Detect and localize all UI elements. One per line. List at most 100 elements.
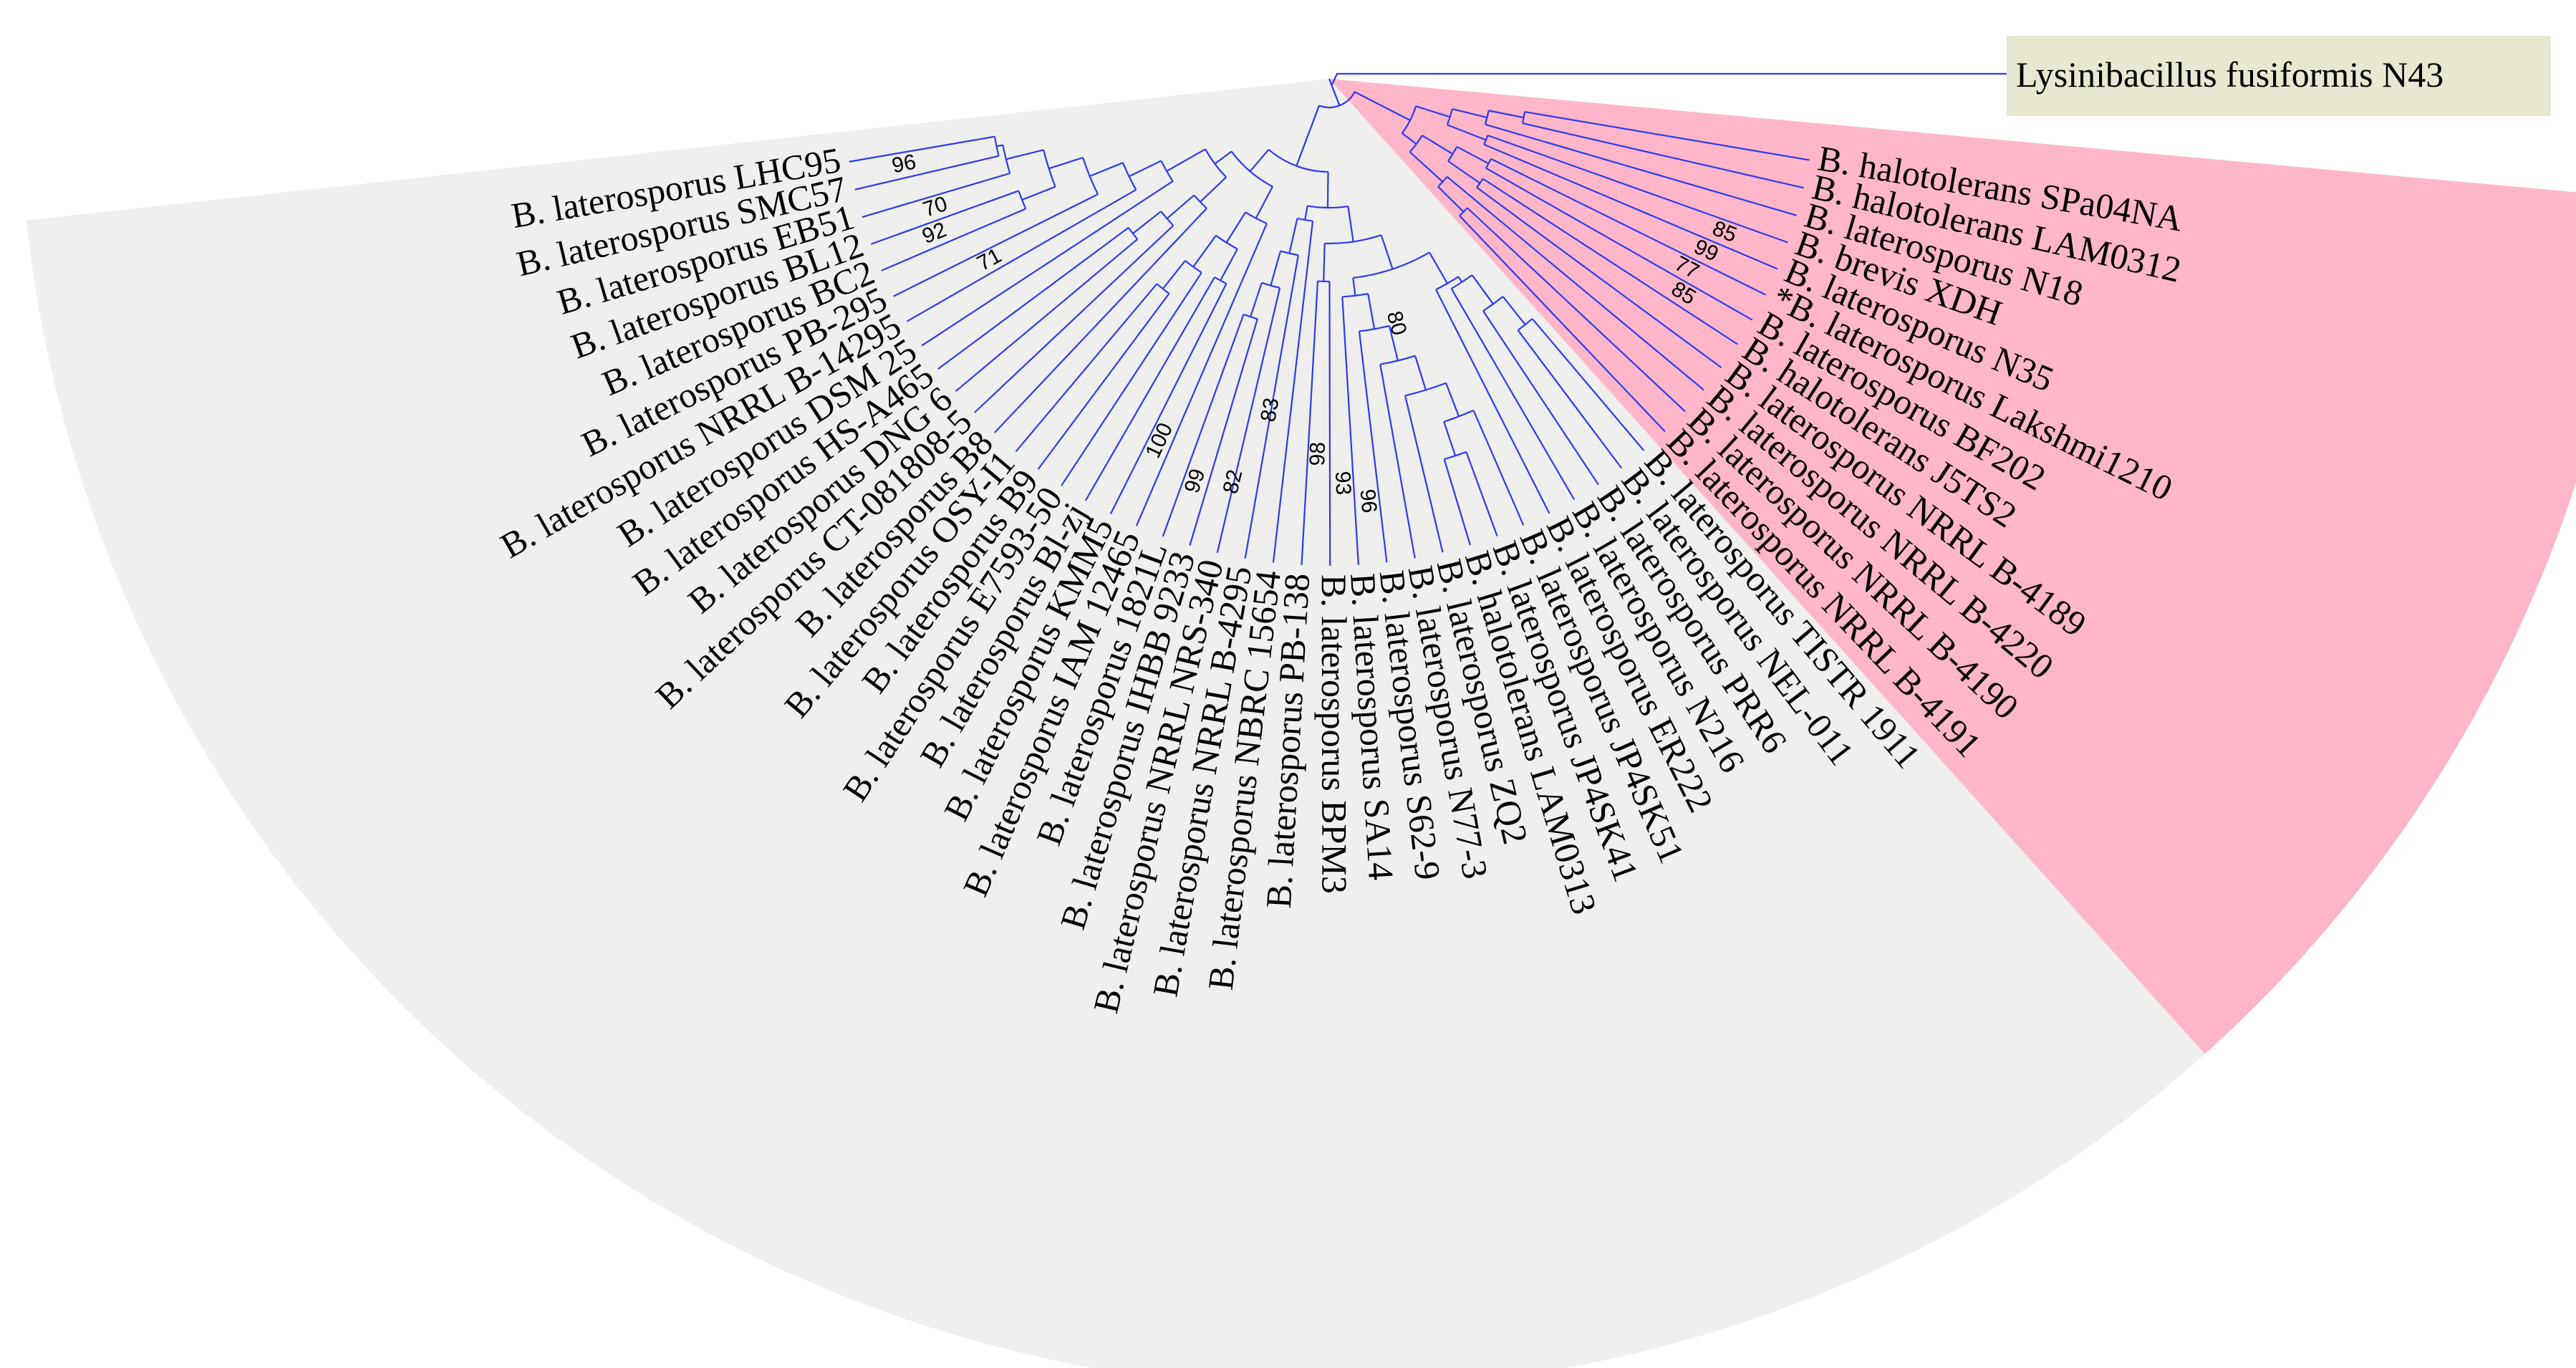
branch-segment <box>1352 277 1356 296</box>
branch-segment <box>937 227 1129 370</box>
outgroup-highlight <box>2007 36 2551 116</box>
branch-segment <box>1272 221 1314 563</box>
root-stem <box>1328 78 1341 106</box>
branch-segment <box>1109 283 1227 515</box>
branch-segment <box>1015 283 1158 453</box>
branch-arc <box>1476 178 1484 188</box>
branch-arc <box>1521 112 1526 124</box>
branch-segment <box>1192 235 1217 268</box>
branch-segment <box>1452 108 1487 119</box>
branch-segment <box>1061 272 1202 486</box>
branch-arc <box>1359 324 1390 332</box>
branch-segment <box>1288 218 1298 254</box>
tree-branches <box>849 78 1810 567</box>
branch-arc <box>1297 217 1313 222</box>
branch-arc <box>1401 105 1417 134</box>
branch-segment <box>1443 458 1471 546</box>
bootstrap-value: 82 <box>1219 468 1248 496</box>
branch-segment <box>1347 206 1354 242</box>
branch-segment <box>1465 451 1498 536</box>
outgroup-group: Lysinibacillus fusiformis N43 <box>1331 36 2551 116</box>
branch-segment <box>1409 151 1444 183</box>
branch-segment <box>1445 382 1460 417</box>
branch-segment <box>1225 211 1247 244</box>
branch-segment <box>1189 319 1258 546</box>
branch-segment <box>849 135 995 163</box>
branch-segment <box>1341 297 1359 565</box>
branch-segment <box>1166 148 1206 172</box>
branch-segment <box>1296 105 1320 167</box>
branch-arc <box>1193 194 1207 209</box>
branch-arc <box>1435 276 1460 291</box>
branch-arc <box>1043 150 1056 188</box>
branch-segment <box>1524 111 1810 161</box>
branch-arc <box>1002 145 1011 174</box>
branch-segment <box>1388 325 1399 361</box>
branch-segment <box>1472 410 1525 526</box>
branch-segment <box>1476 186 1722 369</box>
branch-segment <box>1531 318 1645 451</box>
branch-segment <box>1422 135 1454 155</box>
branch-segment <box>1443 421 1457 456</box>
branch-segment <box>1485 167 1753 321</box>
branch-segment <box>1005 149 1044 160</box>
branch-segment <box>1214 150 1232 165</box>
bootstrap-value: 93 <box>1331 471 1355 495</box>
branch-arc <box>1517 318 1533 331</box>
branch-segment <box>1482 178 1738 345</box>
branch-segment <box>1084 276 1215 501</box>
branch-arc <box>1230 150 1273 188</box>
branch-segment <box>1089 162 1124 178</box>
branch-segment <box>1216 287 1281 554</box>
branch-arc <box>1446 108 1453 125</box>
branch-arc <box>1160 211 1174 226</box>
branch-arc <box>1082 157 1099 195</box>
branch-arc <box>1342 293 1369 298</box>
branch-arc <box>1160 160 1174 182</box>
branch-segment <box>1447 124 1487 141</box>
branch-arc <box>1324 234 1382 245</box>
branch-segment <box>1487 134 1788 244</box>
branch-arc <box>1318 91 1356 109</box>
branch-segment <box>870 190 1019 245</box>
clade-sectors <box>26 79 2576 1368</box>
branch-segment <box>996 144 1003 148</box>
branch-segment <box>1402 133 1417 145</box>
branch-segment <box>955 239 1139 392</box>
branch-segment <box>1380 234 1394 269</box>
branch-arc <box>1409 135 1423 153</box>
leaf-label: B. laterosporus BPM3 <box>1314 574 1355 894</box>
branch-segment <box>1471 274 1494 305</box>
branch-segment <box>1457 276 1463 283</box>
branch-segment <box>1467 207 1686 413</box>
branch-segment <box>893 193 1099 297</box>
branch-arc <box>1307 205 1349 209</box>
branch-arc <box>1482 296 1504 312</box>
branch-segment <box>1132 211 1162 234</box>
branch-segment <box>1200 176 1227 203</box>
branch-segment <box>1456 145 1490 165</box>
branch-arc <box>1485 158 1492 169</box>
branch-arc <box>1018 191 1027 209</box>
branch-segment <box>1037 293 1170 470</box>
branch-segment <box>1485 123 1798 216</box>
branch-arc <box>1280 250 1299 256</box>
branch-arc <box>1484 110 1490 125</box>
branch-segment <box>1162 314 1245 537</box>
branch-segment <box>1435 289 1550 514</box>
branch-segment <box>854 155 999 191</box>
branch-arc <box>1404 382 1447 397</box>
branch-segment <box>921 180 1174 347</box>
branch-segment <box>1354 91 1411 121</box>
branch-segment <box>881 208 1026 271</box>
branch-segment <box>1459 215 1666 433</box>
branch-arc <box>1483 135 1489 145</box>
sector-main-clade <box>26 79 2205 1368</box>
branch-segment <box>1301 281 1319 565</box>
branch-segment <box>1482 310 1599 486</box>
branch-segment <box>1048 156 1084 170</box>
branch-segment <box>974 225 1174 413</box>
branch-arc <box>1380 355 1416 365</box>
branch-segment <box>1367 293 1376 329</box>
